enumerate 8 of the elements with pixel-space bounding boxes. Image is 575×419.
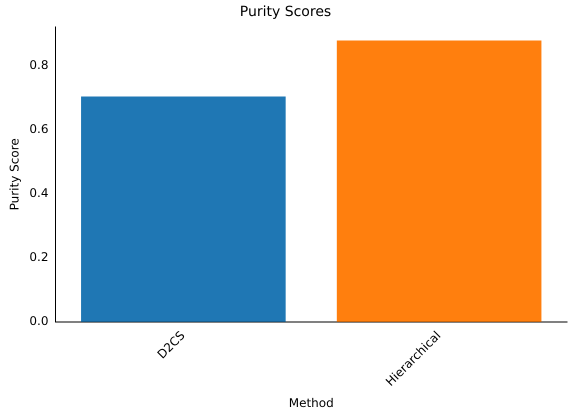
x-axis-title: Method bbox=[288, 396, 334, 410]
y-tick-label: 0.2 bbox=[29, 250, 48, 264]
y-tick-label: 0.0 bbox=[29, 314, 48, 328]
y-tick-label: 0.8 bbox=[29, 58, 48, 72]
y-axis-title: Purity Score bbox=[7, 138, 22, 210]
chart-title: Purity Scores bbox=[240, 4, 332, 20]
y-tick-label: 0.4 bbox=[29, 186, 48, 200]
y-tick-label: 0.6 bbox=[29, 122, 48, 136]
